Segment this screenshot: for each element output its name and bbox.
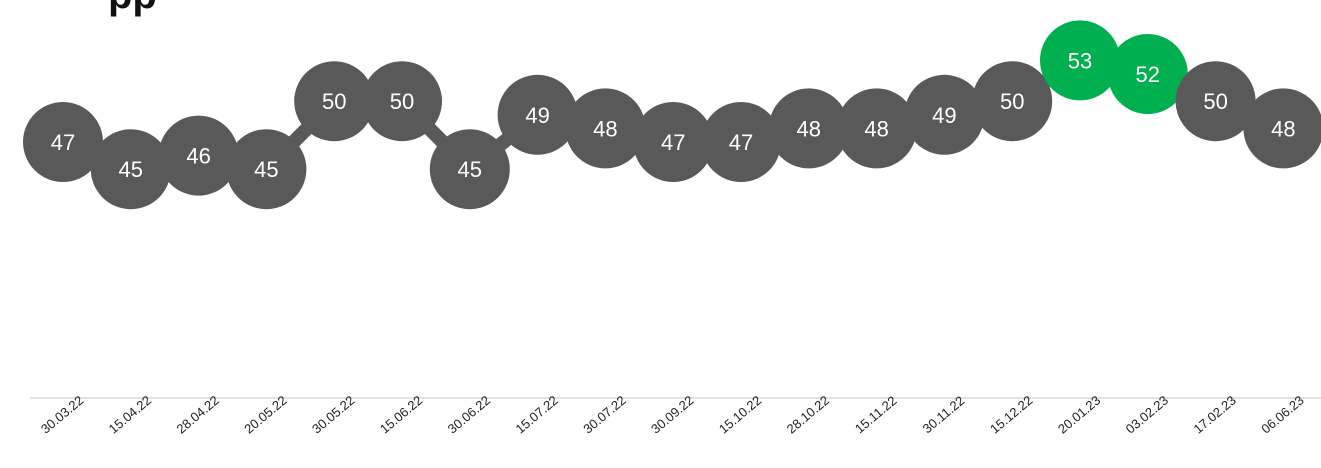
x-tick-label: 17.02.23 [1191,393,1239,437]
data-label: 47 [729,130,753,155]
data-label: 53 [1068,48,1092,73]
data-label: 45 [254,157,278,182]
chart-title-fragment: pp [108,0,157,17]
data-point [23,102,103,182]
data-label: 50 [1203,89,1227,114]
data-label: 49 [932,103,956,128]
data-point [836,88,917,169]
data-point [1175,61,1256,142]
data-point [294,61,375,142]
data-label: 48 [797,116,821,141]
x-tick-label: 30.07.22 [580,393,628,437]
data-label: 48 [593,116,617,141]
data-label: 50 [1000,89,1024,114]
x-tick-label: 15.11.22 [852,393,900,436]
x-tick-label: 15.07.22 [513,393,561,437]
data-label: 45 [458,157,482,182]
x-tick-label: 15.12.22 [987,393,1035,437]
x-tick-label: 20.01.23 [1055,393,1103,437]
data-label: 50 [390,89,414,114]
data-label: 47 [661,130,685,155]
data-point [1243,88,1321,169]
data-label: 48 [1271,116,1295,141]
x-tick-label: 15.06.22 [377,393,425,437]
x-tick-label: 15.04.22 [106,393,154,437]
data-point [226,129,307,210]
data-label: 50 [322,89,346,114]
highlighted-data-point [1107,34,1188,114]
data-markers: 47 45 46 45 50 50 45 49 48 47 47 48 48 49 50 53 52 50 48 [23,20,1321,210]
data-label: 52 [1136,62,1160,87]
data-label: 45 [119,157,143,182]
data-point [362,61,442,142]
x-tick-label: 28.04.22 [174,393,222,437]
x-tick-label: 30.05.22 [309,393,357,437]
data-point [904,74,985,155]
data-label: 47 [51,130,75,155]
data-point [90,129,171,210]
data-point [633,102,714,182]
data-point [565,88,646,169]
data-label: 49 [525,103,549,128]
x-tick-label: 28.10.22 [784,393,832,437]
x-tick-label: 03.02.23 [1123,393,1171,437]
data-label: 46 [186,144,210,169]
x-tick-label: 30.06.22 [445,393,493,437]
x-tick-label: 06.06.23 [1258,393,1306,437]
x-axis-ticks: 30.03.22 15.04.22 28.04.22 20.05.22 30.05.22… [38,393,1307,437]
data-point [158,115,239,196]
x-tick-label: 15.10.22 [716,393,764,437]
highlighted-data-point [1040,20,1120,101]
x-tick-label: 30.11.22 [920,393,968,436]
data-point [972,61,1053,142]
data-point [701,102,781,182]
x-tick-label: 20.05.22 [241,393,289,437]
x-tick-label: 30.03.22 [38,393,86,437]
data-point [497,74,578,155]
data-point [429,129,510,210]
x-tick-label: 30.09.22 [648,393,696,437]
data-label: 48 [864,116,888,141]
data-point [768,88,849,169]
